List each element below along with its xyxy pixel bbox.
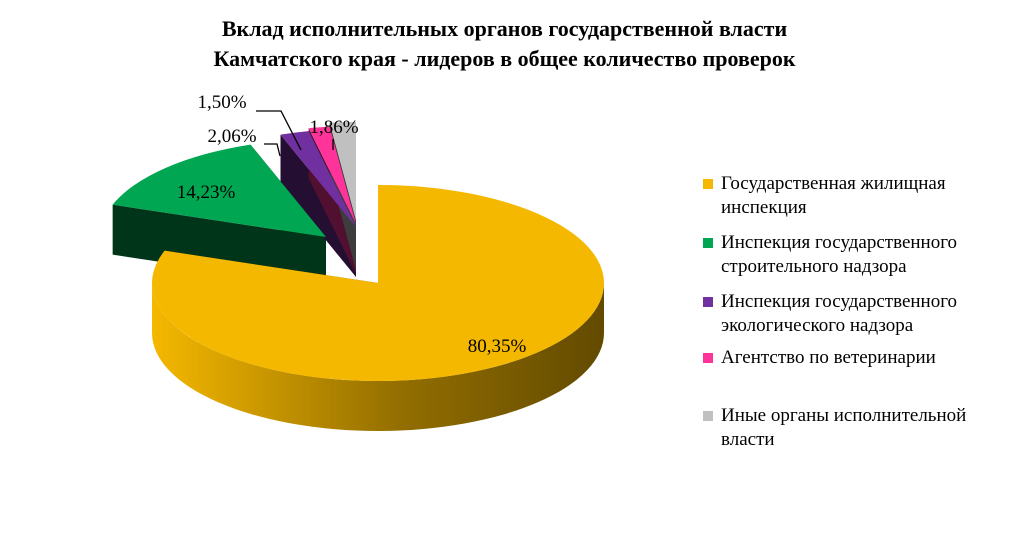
- legend-swatch-ecological-supervision: [703, 297, 713, 307]
- legend-swatch-veterinary-agency: [703, 353, 713, 363]
- pie-slice-veterinary-agency: [308, 126, 356, 224]
- legend-swatch-other-bodies: [703, 411, 713, 421]
- leader-line-veterinary-agency: [256, 110, 302, 151]
- legend-label-ecological-supervision-line-2: экологического надзора: [721, 315, 914, 336]
- legend-label-other-bodies-line-2: власти: [721, 429, 775, 450]
- data-label-other-bodies: 1,86%: [309, 117, 358, 138]
- legend-label-housing-inspection-line-1: Государственная жилищная: [721, 173, 946, 194]
- pie-slice-construction-supervision: [112, 144, 326, 237]
- legend-label-construction-supervision-line-1: Инспекция государственного: [721, 232, 958, 253]
- data-label-veterinary-agency: 1,50%: [197, 92, 246, 113]
- pie-slice-other-bodies: [329, 122, 356, 220]
- legend-label-veterinary-agency-line-1: Агентство по ветеринарии: [721, 347, 936, 368]
- chart-title: Вклад исполнительных органов государстве…: [0, 14, 1009, 74]
- data-label-construction-supervision: 14,23%: [177, 182, 236, 203]
- data-label-ecological-supervision: 2,06%: [207, 126, 256, 147]
- legend-swatch-housing-inspection: [703, 179, 713, 189]
- chart-title-line-2: Камчатского края - лидеров в общее колич…: [213, 46, 796, 71]
- legend-swatch-construction-supervision: [703, 238, 713, 248]
- pie-slice-housing-inspection: [152, 185, 605, 381]
- pie-side-ecological-supervision-0: [280, 134, 356, 277]
- pie-side-construction-supervision-0: [112, 204, 326, 287]
- legend-label-ecological-supervision-line-1: Инспекция государственного: [721, 291, 958, 312]
- legend-label-other-bodies-line-1: Иные органы исполнительной: [721, 405, 967, 426]
- pie-slice-ecological-supervision: [280, 131, 356, 227]
- data-label-housing-inspection: 80,35%: [468, 336, 527, 357]
- pie-wall-housing-inspection: [152, 283, 604, 431]
- legend-label-housing-inspection-line-2: инспекция: [721, 197, 807, 218]
- chart-title-line-1: Вклад исполнительных органов государстве…: [221, 16, 788, 41]
- legend-label-construction-supervision-line-2: строительного надзора: [721, 256, 907, 277]
- leader-line-ecological-supervision: [264, 143, 281, 157]
